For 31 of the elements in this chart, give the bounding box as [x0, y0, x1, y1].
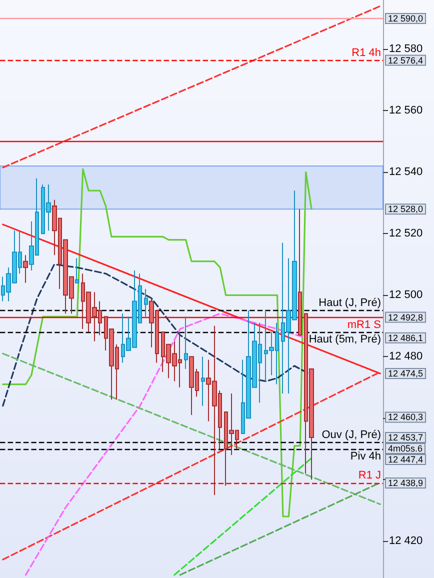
text: 12 447,4: [388, 454, 424, 464]
text: 12 460,3: [388, 412, 424, 422]
text: 12 438,9: [388, 478, 424, 488]
text: 12 590,0: [388, 13, 424, 24]
candlestick: [144, 288, 148, 318]
candlestick: [23, 254, 28, 284]
ref-line-label: Haut (J, Pré): [318, 297, 381, 310]
candlestick: [75, 258, 79, 284]
ref-line-label: Ouv (J, Pré): [322, 429, 381, 442]
y-tick-label: 12 520: [389, 228, 423, 240]
text: 12 492,8: [388, 312, 424, 322]
text: 12 453,7: [388, 432, 424, 442]
y-tick-label: 12 580: [389, 43, 423, 56]
text: 12 576,4: [388, 55, 424, 66]
ref-line-label: Piv 4h: [350, 450, 381, 462]
y-tick-label: 12 540: [389, 166, 423, 178]
candlestick: [298, 208, 302, 336]
text: 12 528,0: [388, 204, 424, 214]
text: 12 486,1: [388, 332, 424, 343]
candlestick: [184, 316, 188, 370]
text: 4m05s.6: [388, 443, 423, 454]
ref-line-label: R1 4h: [352, 46, 381, 59]
y-tick-label: 12 560: [389, 104, 423, 117]
ref-line-label: R1 J: [358, 470, 381, 482]
ref-line-label: Haut (5m, Pré): [308, 334, 381, 346]
y-tick-label: 12 420: [389, 535, 423, 548]
ref-line-label: mR1 S: [347, 318, 381, 331]
text: 12 474,5: [388, 368, 424, 379]
y-tick-label: 12 480: [389, 350, 423, 363]
y-tick-label: 12 500: [389, 289, 423, 302]
candlestick: [201, 356, 205, 406]
